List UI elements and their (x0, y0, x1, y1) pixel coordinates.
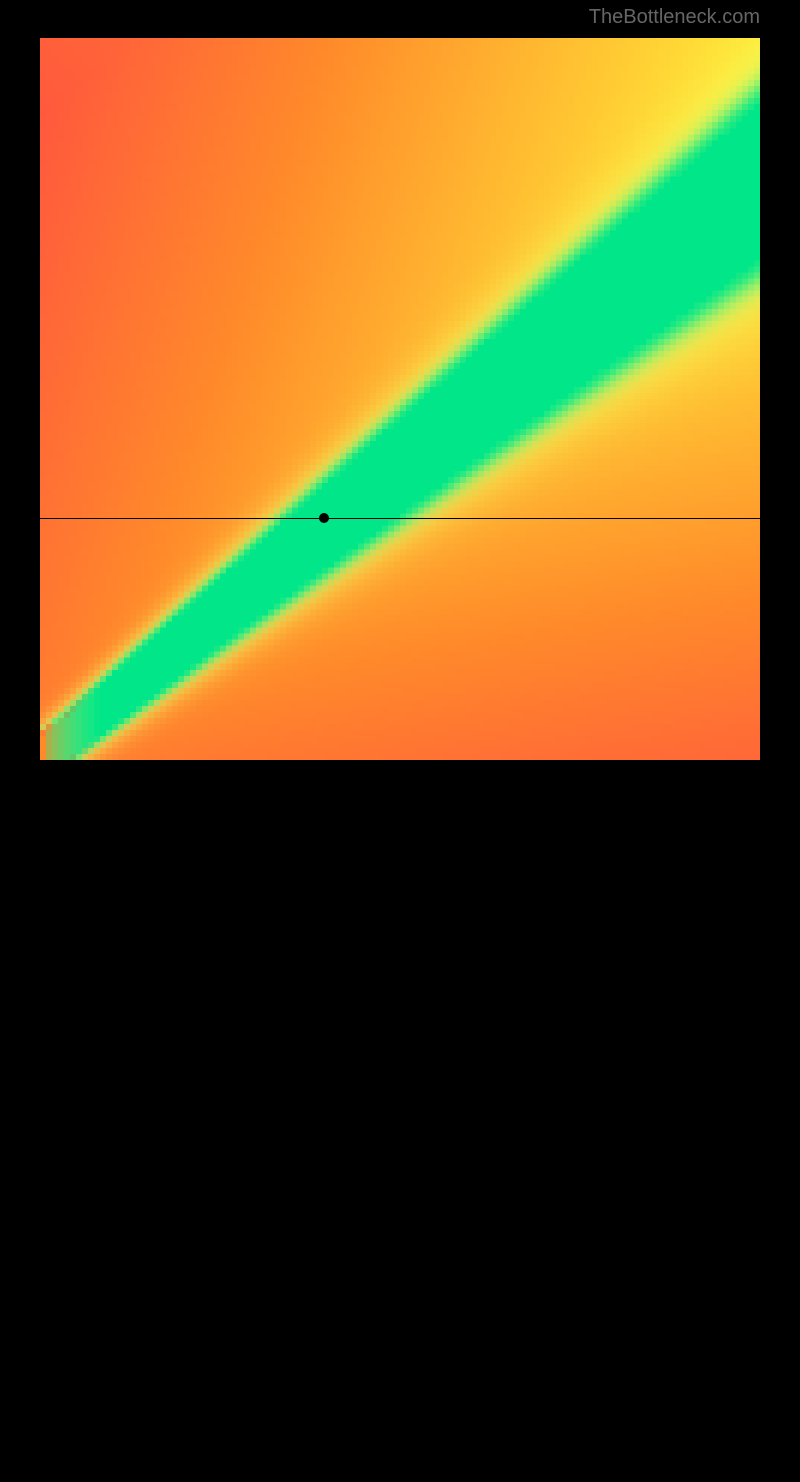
crosshair-vertical (324, 760, 325, 1482)
crosshair-horizontal (40, 518, 760, 519)
watermark-text: TheBottleneck.com (589, 6, 760, 29)
marker-dot (319, 513, 329, 523)
heatmap-chart (40, 38, 760, 760)
heatmap-canvas (40, 38, 760, 760)
